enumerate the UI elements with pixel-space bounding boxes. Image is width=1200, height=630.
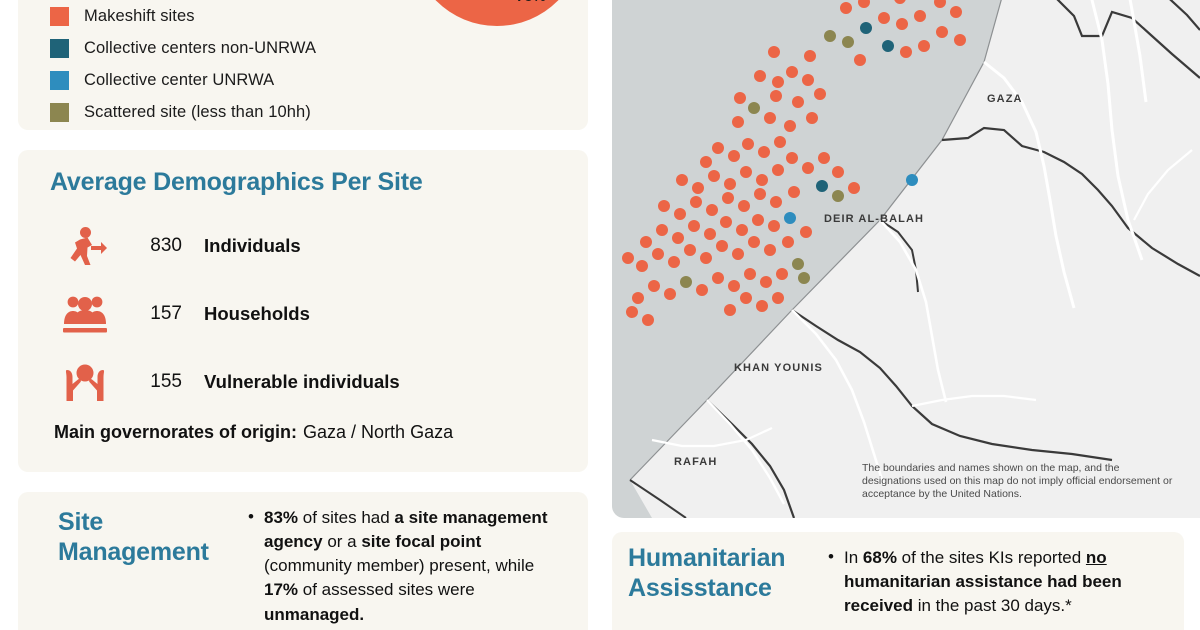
donut-ring	[411, 0, 583, 26]
demographics-value: 157	[150, 303, 182, 324]
humanitarian-assistance-card: Humanitarian Assisstance In 68% of the s…	[612, 532, 1184, 630]
map-label-khan-younis: KHAN YOUNIS	[734, 362, 823, 374]
map-disclaimer: The boundaries and names shown on the ma…	[862, 462, 1173, 501]
demographics-row-vulnerable: 155 Vulnerable individuals	[54, 354, 400, 410]
map-site-dots	[622, 0, 966, 326]
legend-item: Makeshift sites	[50, 0, 316, 32]
demographics-label: Households	[204, 303, 310, 324]
demographics-title: Average Demographics Per Site	[50, 168, 423, 196]
humanitarian-assistance-bullets: In 68% of the sites KIs reported no huma…	[826, 545, 1166, 618]
demographics-row-households: 157 Households	[54, 286, 310, 342]
map-label-rafah: RAFAH	[674, 456, 718, 468]
demographics-label: Vulnerable individuals	[204, 371, 400, 392]
people-group-icon	[54, 289, 116, 339]
average-demographics-card: Average Demographics Per Site 830 Indivi…	[18, 150, 588, 472]
legend-label: Collective centers non-UNRWA	[84, 38, 317, 57]
legend-label: Collective center UNRWA	[84, 70, 275, 89]
demographics-label: Individuals	[204, 235, 301, 256]
site-type-donut-chart: 75% 18%	[411, 0, 583, 26]
hands-holding-person-icon	[54, 357, 116, 407]
site-management-title: Site Management	[58, 508, 209, 566]
humanitarian-assistance-title: Humanitarian Assisstance	[628, 544, 786, 602]
map-base-layer	[622, 0, 1200, 518]
legend-label: Makeshift sites	[84, 6, 195, 25]
site-management-bullets: 83% of sites had a site management agenc…	[246, 505, 556, 627]
demographics-value: 155	[150, 371, 182, 392]
main-governorates-of-origin: Main governorates of origin: Gaza / North…	[54, 422, 453, 443]
demographics-row-individuals: 830 Individuals	[54, 218, 301, 274]
map-label-deir-al-balah: DEIR AL-BALAH	[824, 213, 925, 225]
site-management-bullet: 83% of sites had a site management agenc…	[246, 505, 556, 627]
governorates-value: Gaza / North Gaza	[303, 422, 454, 442]
humanitarian-assistance-bullet: In 68% of the sites KIs reported no huma…	[826, 545, 1166, 618]
donut-label-makeshift: 75%	[516, 0, 546, 5]
legend-swatch-collective-non-unrwa	[50, 38, 69, 58]
legend-item: Scattered site (less than 10hh)	[50, 96, 316, 128]
map-label-gaza: GAZA	[987, 93, 1023, 105]
governorates-key: Main governorates of origin:	[54, 422, 298, 442]
person-running-icon	[54, 221, 116, 271]
map-label-north-gaza: NORTH GAZA	[1042, 0, 1126, 2]
legend-item: Collective centers non-UNRWA	[50, 32, 316, 64]
legend-swatch-collective-unrwa	[50, 70, 69, 90]
site-type-card: Makeshift sites Collective centers non-U…	[18, 0, 588, 130]
legend-swatch-scattered	[50, 102, 69, 122]
gaza-sites-map[interactable]: NORTH GAZA GAZA DEIR AL-BALAH KHAN YOUNI…	[612, 0, 1200, 518]
demographics-value: 830	[150, 235, 182, 256]
site-management-card: Site Management 83% of sites had a site …	[18, 492, 588, 630]
legend-swatch-makeshift	[50, 6, 69, 26]
site-type-legend: Makeshift sites Collective centers non-U…	[50, 0, 316, 128]
legend-item: Collective center UNRWA	[50, 64, 316, 96]
legend-label: Scattered site (less than 10hh)	[84, 102, 311, 121]
